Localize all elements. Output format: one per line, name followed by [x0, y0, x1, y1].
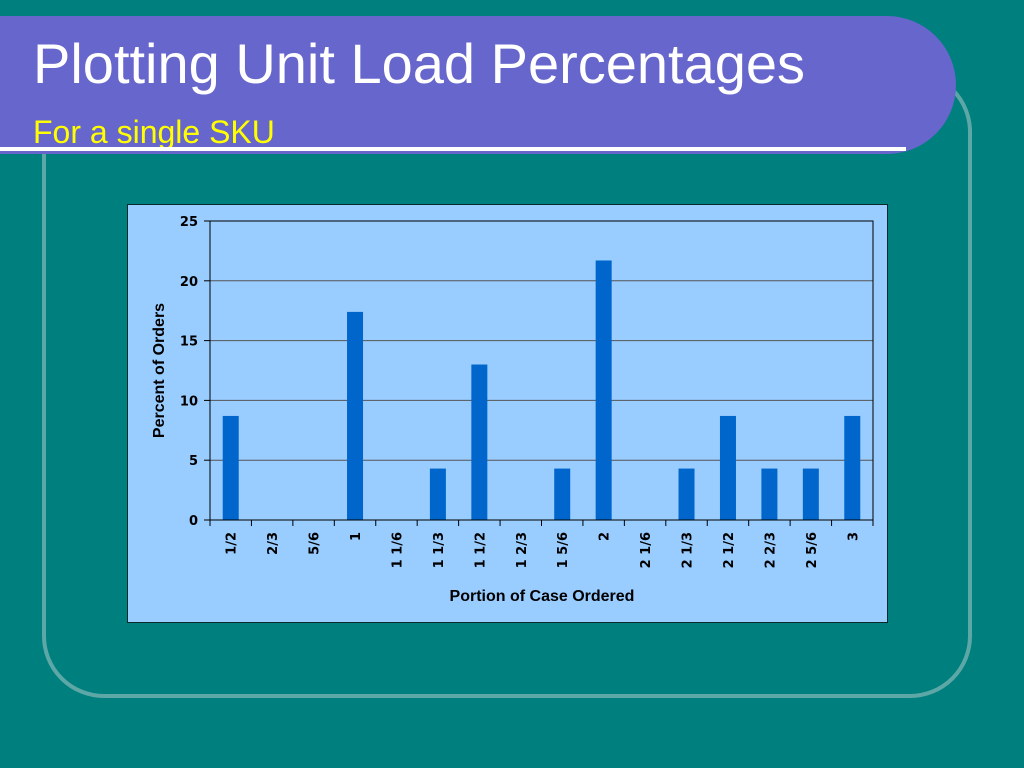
- bar: [471, 364, 488, 520]
- bar: [347, 311, 364, 520]
- x-tick-label: 1 2/3: [515, 532, 530, 568]
- x-axis-title: Portion of Case Ordered: [450, 588, 635, 605]
- x-tick-label: 2 1/3: [681, 532, 696, 568]
- bars: [222, 260, 861, 520]
- x-tick-label: 2: [598, 532, 613, 541]
- y-tick-labels: 0 5 10 15 20 25: [180, 215, 198, 529]
- bar: [761, 468, 778, 520]
- gridlines: [210, 220, 873, 461]
- x-tick-label: 2 5/6: [805, 532, 820, 568]
- title-banner: Plotting Unit Load Percentages For a sin…: [0, 16, 956, 154]
- x-tick-label: 2 1/6: [639, 532, 654, 568]
- bar: [222, 415, 239, 520]
- x-tick-label: 2/3: [266, 532, 281, 555]
- chart: 0 5 10 15 20 25 1/2 2/3 5/6 1 1 1/6 1 1/3 1 1/2 1 2/…: [127, 204, 888, 623]
- title-underline: [0, 147, 906, 151]
- axes: [204, 220, 874, 526]
- bar: [595, 260, 612, 520]
- x-tick-label: 1 1/3: [432, 532, 447, 568]
- chart-svg: 0 5 10 15 20 25 1/2 2/3 5/6 1 1 1/6 1 1/3 1 1/2 1 2/…: [151, 215, 874, 605]
- bar: [429, 468, 446, 520]
- y-tick-label: 5: [189, 454, 198, 469]
- slide-title: Plotting Unit Load Percentages: [33, 32, 806, 95]
- x-tick-label: 1 1/2: [473, 532, 488, 568]
- bar: [802, 468, 819, 520]
- x-tick-label: 2 1/2: [722, 532, 737, 568]
- x-tick-labels: 1/2 2/3 5/6 1 1 1/6 1 1/3 1 1/2 1 2/3 1 5/6 2 2 1/…: [225, 532, 862, 568]
- y-tick-label: 20: [180, 275, 198, 290]
- x-tick-label: 2 2/3: [763, 532, 778, 568]
- x-tick-label: 1: [349, 532, 364, 541]
- bar: [678, 468, 695, 520]
- x-tick-label: 1 5/6: [556, 532, 571, 568]
- slide-subtitle: For a single SKU: [33, 114, 275, 150]
- bar: [844, 415, 861, 520]
- x-tick-label: 1/2: [225, 532, 240, 555]
- x-tick-label: 5/6: [308, 532, 323, 555]
- y-axis-title: Percent of Orders: [151, 303, 168, 438]
- bar: [554, 468, 571, 520]
- y-tick-label: 15: [180, 335, 198, 350]
- y-tick-label: 25: [180, 215, 198, 230]
- x-tick-label: 3: [846, 532, 861, 541]
- y-tick-label: 0: [189, 514, 198, 529]
- y-tick-label: 10: [180, 394, 198, 409]
- x-tick-label: 1 1/6: [390, 532, 405, 568]
- bar: [719, 415, 736, 520]
